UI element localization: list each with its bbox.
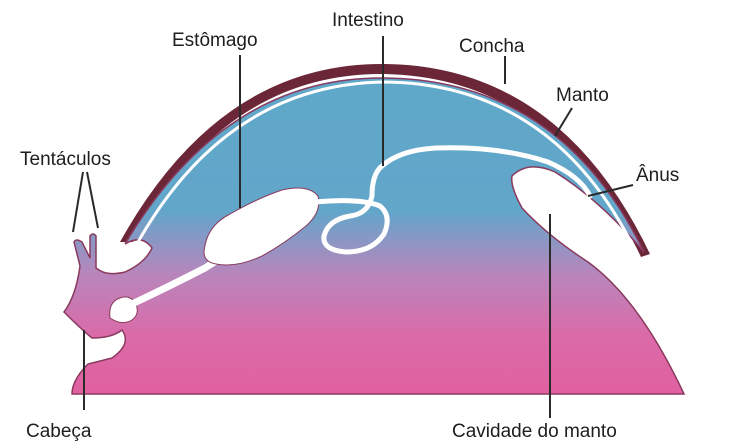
- leader-tentaculo-1: [72, 171, 84, 233]
- label-anus: Ânus: [636, 164, 679, 186]
- label-concha: Concha: [459, 36, 525, 57]
- label-tentaculos: Tentáculos: [20, 149, 111, 170]
- label-manto: Manto: [556, 85, 609, 106]
- label-estomago: Estômago: [172, 30, 258, 51]
- label-cabeca: Cabeça: [26, 421, 92, 442]
- leader-anus: [587, 184, 634, 197]
- label-cavidade: Cavidade do manto: [452, 421, 617, 442]
- mantle-band: [136, 80, 636, 249]
- intestine: [313, 145, 593, 255]
- leader-manto: [554, 107, 573, 137]
- leader-tentaculo-2: [86, 171, 99, 229]
- stomach: [203, 187, 320, 266]
- mollusk-body: [63, 77, 686, 395]
- label-intestino: Intestino: [332, 10, 404, 31]
